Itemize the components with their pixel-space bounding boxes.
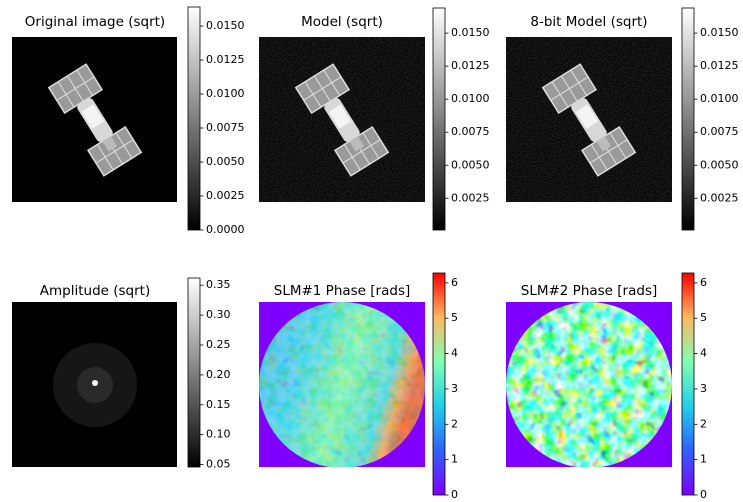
colorbar-tick-label: 0.05 <box>206 458 231 471</box>
figure: Original image (sqrt) 0.0000 0.0025 0.0050 0… <box>0 0 743 502</box>
colorbar-tick-label: 0.0150 <box>206 19 245 32</box>
colorbar-tick-label: 0.0125 <box>700 59 739 72</box>
colorbar-tick-label: 4 <box>700 347 707 360</box>
colorbar-tick-label: 0.15 <box>206 398 231 411</box>
colorbar-tick-label: 0.10 <box>206 428 231 441</box>
colorbar-tick-label: 0.30 <box>206 308 231 321</box>
colorbar-tick-label: 0.0050 <box>206 155 245 168</box>
colorbar-tick-label: 0.0075 <box>700 125 739 138</box>
colorbar-tick-label: 3 <box>700 382 707 395</box>
colorbar-tick-label: 6 <box>451 276 458 289</box>
colorbar-tick-label: 0.0100 <box>451 92 490 105</box>
panel-title: Original image (sqrt) <box>25 14 165 30</box>
colorbar-tick-label: 0.0000 <box>206 223 245 236</box>
colorbar-tick-label: 4 <box>451 347 458 360</box>
colorbar-tick-label: 2 <box>451 417 458 430</box>
phase-disk <box>506 302 672 467</box>
phase-texture <box>259 302 425 467</box>
colorbar-tick-label: 5 <box>451 311 458 324</box>
colorbar <box>682 273 694 495</box>
colorbar-tick-label: 1 <box>700 453 707 466</box>
panel-title: SLM#2 Phase [rads] <box>521 283 658 299</box>
colorbar-tick-label: 6 <box>700 276 707 289</box>
colorbar-tick-label: 0.0075 <box>206 121 245 134</box>
colorbar-tick-label: 0.0100 <box>206 87 245 100</box>
colorbar-tick-label: 0.0075 <box>451 125 490 138</box>
colorbar-tick-label: 0.0025 <box>700 191 739 204</box>
peak <box>92 380 98 386</box>
colorbar-tick-label: 0.0150 <box>700 26 739 39</box>
colorbar <box>188 278 200 467</box>
colorbar-tick-label: 0.0150 <box>451 26 490 39</box>
colorbar-tick-label: 0 <box>451 488 458 501</box>
colorbar-tick-label: 2 <box>700 417 707 430</box>
colorbar-tick-label: 0 <box>700 488 707 501</box>
colorbar-tick-label: 0.35 <box>206 278 231 291</box>
colorbar-tick-label: 0.0050 <box>700 158 739 171</box>
colorbar-tick-label: 0.0125 <box>206 53 245 66</box>
colorbar-tick-label: 0.20 <box>206 368 231 381</box>
colorbar-tick-label: 0.0050 <box>451 158 490 171</box>
colorbar-tick-label: 5 <box>700 311 707 324</box>
panel-title: Model (sqrt) <box>301 14 383 30</box>
colorbar-tick-label: 0.0025 <box>206 189 245 202</box>
colorbar-tick-label: 1 <box>451 453 458 466</box>
colorbar <box>682 8 694 230</box>
colorbar <box>433 273 445 495</box>
panel-title: 8-bit Model (sqrt) <box>530 14 647 30</box>
panel-title: Amplitude (sqrt) <box>40 283 150 299</box>
colorbar-tick-label: 0.0100 <box>700 92 739 105</box>
colorbar-tick-label: 3 <box>451 382 458 395</box>
colorbar <box>188 7 200 230</box>
colorbar-tick-label: 0.0025 <box>451 191 490 204</box>
panel-title: SLM#1 Phase [rads] <box>274 283 411 299</box>
colorbar-tick-label: 0.25 <box>206 338 231 351</box>
colorbar <box>433 8 445 230</box>
colorbar-tick-label: 0.0125 <box>451 59 490 72</box>
